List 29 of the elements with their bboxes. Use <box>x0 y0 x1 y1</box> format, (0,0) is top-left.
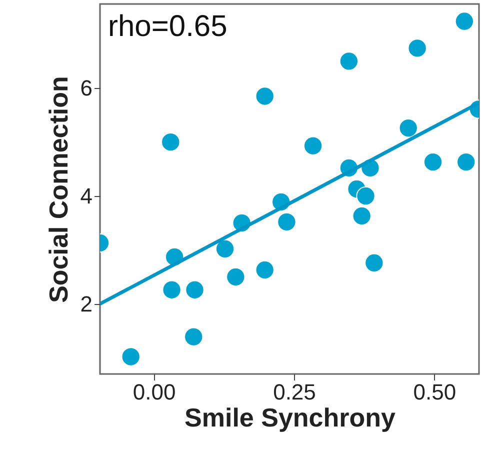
point <box>356 186 376 206</box>
y-axis-title: Social Connection <box>43 76 74 303</box>
y-tick-label: 2 <box>80 291 92 316</box>
x-tick-label: 0.25 <box>273 380 316 404</box>
point <box>398 118 418 138</box>
annotation: rho=0.65 <box>108 10 228 43</box>
point <box>161 132 180 152</box>
point <box>255 260 274 280</box>
point <box>226 267 246 286</box>
point <box>454 12 474 31</box>
point <box>352 206 372 226</box>
x-tick-label: 0.00 <box>132 380 176 404</box>
point <box>364 253 384 272</box>
y-tick-label: 6 <box>80 76 92 101</box>
point <box>215 239 235 258</box>
point <box>277 212 296 232</box>
point <box>255 86 274 106</box>
point <box>456 152 476 172</box>
x-axis-title: Smile Synchrony <box>184 402 396 432</box>
point <box>408 38 427 58</box>
point <box>303 136 323 156</box>
point <box>121 347 140 366</box>
point <box>339 52 359 71</box>
x-tick-label: 0.50 <box>413 380 456 404</box>
y-tick-label: 4 <box>80 184 92 209</box>
point <box>162 280 182 300</box>
point <box>423 152 443 172</box>
point <box>185 280 204 300</box>
point <box>184 327 204 346</box>
